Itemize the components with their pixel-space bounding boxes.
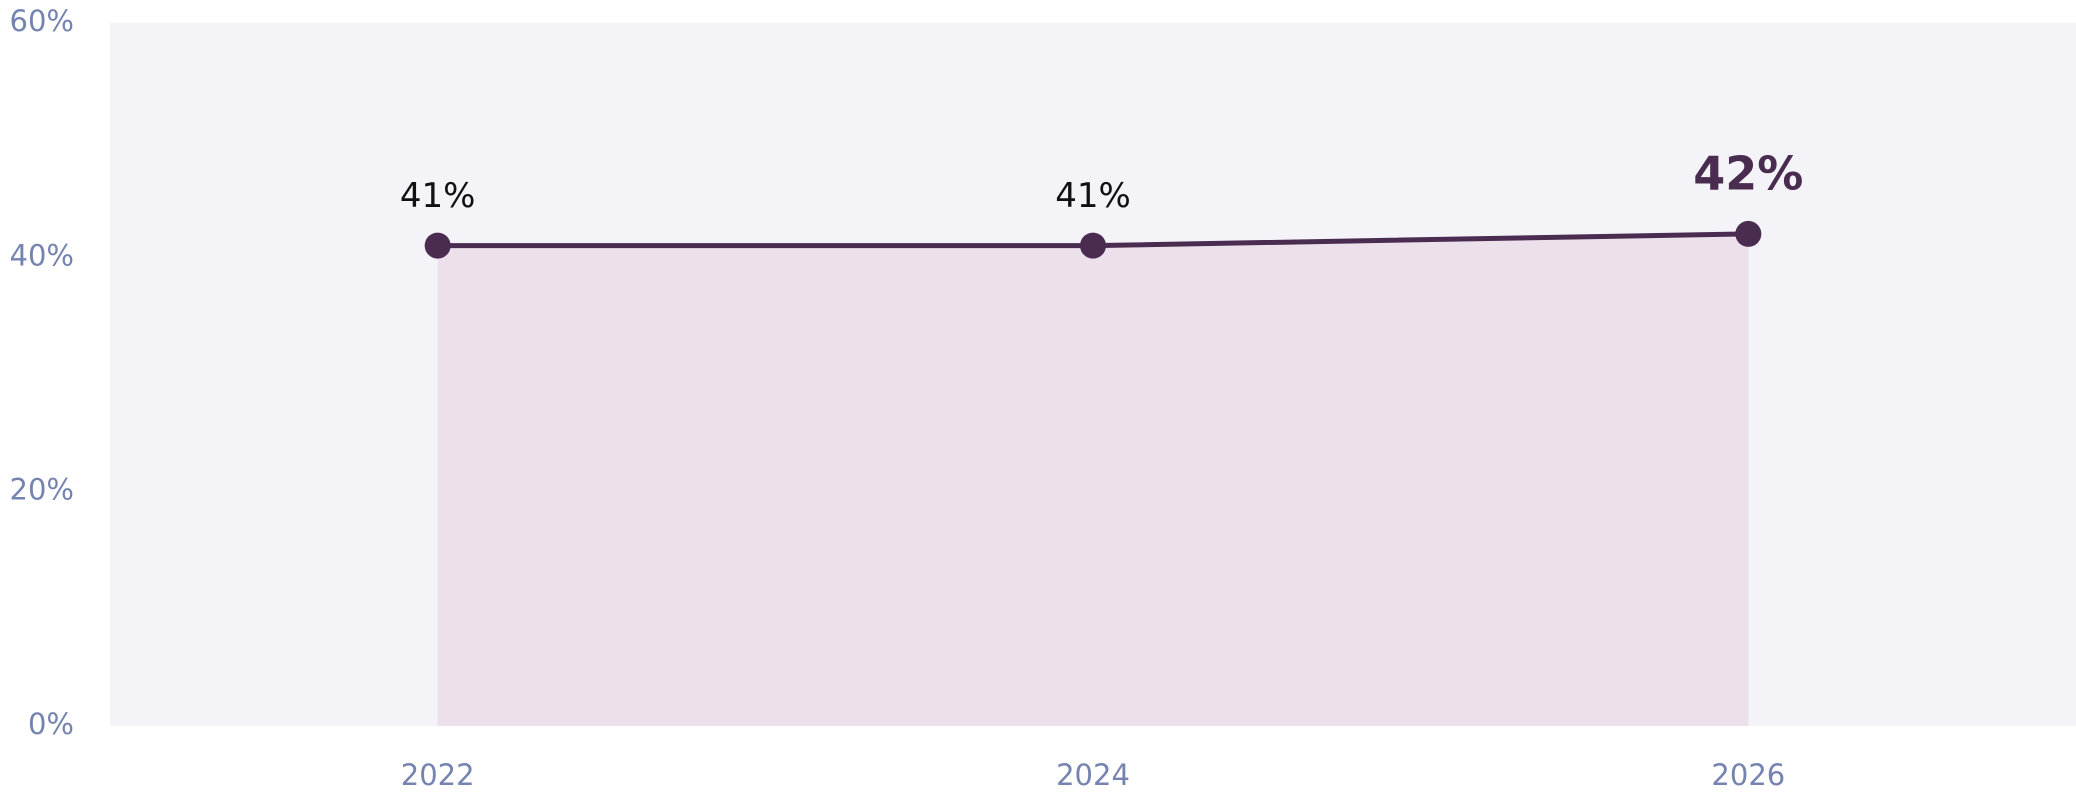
point [424,232,451,259]
value-label: 42% [1693,146,1803,200]
y-tick-label: 0% [28,707,74,741]
area [437,233,1749,726]
point [1735,220,1762,247]
y-tick-label: 60% [10,4,74,38]
value-label: 41% [400,176,476,216]
x-tick-label: 2022 [401,758,475,792]
point [1080,232,1106,259]
value-label: 41% [1055,176,1131,216]
y-tick-label: 20% [10,473,74,507]
x-tick-label: 2026 [1711,758,1785,792]
y-tick-label: 40% [10,238,74,272]
x-tick-label: 2024 [1056,758,1130,792]
